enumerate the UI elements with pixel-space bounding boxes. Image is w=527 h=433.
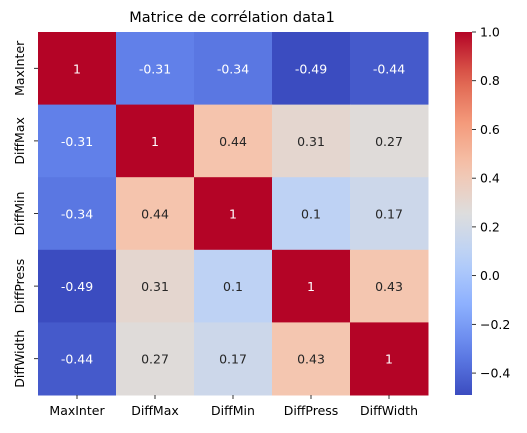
y-tick-label: DiffMin bbox=[12, 192, 27, 236]
x-tick-label: DiffPress bbox=[284, 403, 339, 418]
x-tick-label: DiffWidth bbox=[360, 403, 418, 418]
colorbar-tick-label: 0.0 bbox=[480, 268, 500, 283]
colorbar-tick-label: −0.2 bbox=[480, 317, 510, 332]
y-tick-label: DiffPress bbox=[12, 259, 27, 314]
cell-annotation: -0.31 bbox=[139, 61, 171, 76]
colorbar-tick-label: 1.0 bbox=[480, 25, 500, 40]
cell-annotation: 1 bbox=[151, 134, 159, 149]
y-axis: MaxInter DiffMax DiffMin DiffPress DiffWidth bbox=[12, 40, 38, 388]
cell-annotation: -0.34 bbox=[61, 207, 93, 222]
cell-annotation: -0.44 bbox=[61, 352, 93, 367]
colorbar-tick-label: −0.4 bbox=[480, 366, 510, 381]
cell-annotation: -0.34 bbox=[217, 61, 249, 76]
cell-annotation: 1 bbox=[307, 279, 315, 294]
cell-annotation: -0.49 bbox=[61, 279, 93, 294]
colorbar-gradient bbox=[455, 32, 472, 395]
cell-annotation: 0.27 bbox=[141, 352, 169, 367]
x-axis: MaxInter DiffMax DiffMin DiffPress DiffWidth bbox=[49, 395, 418, 418]
colorbar-tick-label: 0.6 bbox=[480, 122, 500, 137]
x-tick-label: DiffMax bbox=[131, 403, 179, 418]
y-tick-label: DiffWidth bbox=[12, 330, 27, 388]
cell-annotation: 0.17 bbox=[219, 352, 247, 367]
cell-annotation: 0.27 bbox=[375, 134, 403, 149]
cell-annotation: 0.43 bbox=[375, 279, 403, 294]
chart-title: Matrice de corrélation data1 bbox=[129, 10, 335, 26]
cell-annotation: 0.17 bbox=[375, 207, 403, 222]
cell-annotation: 0.1 bbox=[301, 207, 321, 222]
colorbar-tick-label: 0.4 bbox=[480, 171, 500, 186]
cell-annotation: -0.44 bbox=[373, 61, 405, 76]
cell-annotation: 0.44 bbox=[141, 207, 169, 222]
colorbar-tick-label: 0.8 bbox=[480, 73, 500, 88]
cell-annotation: 1 bbox=[385, 352, 393, 367]
cell-annotation: -0.31 bbox=[61, 134, 93, 149]
x-tick-label: MaxInter bbox=[49, 403, 105, 418]
colorbar-tick-label: 0.2 bbox=[480, 219, 500, 234]
cell-annotation: -0.49 bbox=[295, 61, 327, 76]
cell-annotation: 1 bbox=[229, 207, 237, 222]
cell-annotation: 1 bbox=[73, 61, 81, 76]
cell-annotation: 0.31 bbox=[297, 134, 325, 149]
cell-annotation: 0.31 bbox=[141, 279, 169, 294]
cell-annotation: 0.1 bbox=[223, 279, 243, 294]
cell-annotation: 0.43 bbox=[297, 352, 325, 367]
y-tick-label: MaxInter bbox=[12, 40, 27, 96]
x-tick-label: DiffMin bbox=[211, 403, 255, 418]
y-tick-label: DiffMax bbox=[12, 117, 27, 165]
colorbar: 1.0 0.8 0.6 0.4 0.2 0.0 −0.2 −0.4 bbox=[455, 25, 510, 396]
cell-annotation: 0.44 bbox=[219, 134, 247, 149]
